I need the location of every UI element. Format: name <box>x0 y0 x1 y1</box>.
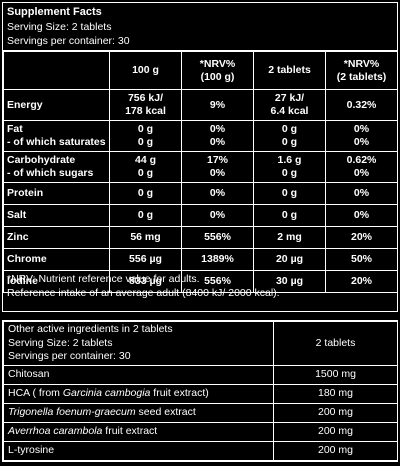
cell-nrv-100g: 9% <box>181 89 254 121</box>
header-empty <box>3 51 110 90</box>
supplement-facts-header: Supplement Facts Serving Size: 2 tablets… <box>3 3 397 51</box>
table-header-row: 100 g *NRV% (100 g) 2 tablets *NRV% (2 tab… <box>3 51 398 90</box>
cell-100g: 756 kJ/178 kcal <box>109 89 182 121</box>
table-row: Zinc 56 mg 556% 2 mg 20% <box>3 226 398 249</box>
table-row: Iodine 833 µg 556% 30 µg 20% <box>3 270 398 293</box>
row-label: Fat - of which saturates <box>3 120 110 152</box>
ingredient-amount: 1500 mg <box>273 365 398 385</box>
row-label: Carbohydrate - of which sugars <box>3 151 110 183</box>
header-100g: 100 g <box>109 51 182 90</box>
cell-nrv-100g: 17% 0% <box>181 151 254 183</box>
cell-2-tablets: 0 g <box>253 182 326 205</box>
ingredient-row: L-tyrosine 200 mg <box>3 441 398 461</box>
nutrition-table: 100 g *NRV% (100 g) 2 tablets *NRV% (2 tab… <box>3 51 398 293</box>
cell-nrv-100g: 0% <box>181 182 254 205</box>
cell-nrv-2-tablets: 0% 0% <box>325 120 398 152</box>
header-2-tablets: 2 tablets <box>253 51 326 90</box>
cell-nrv-2-tablets: 0.32% <box>325 89 398 121</box>
ingredient-name: Averrhoa carambola fruit extract <box>3 422 274 442</box>
ingredient-row: Averrhoa carambola fruit extract 200 mg <box>3 422 398 442</box>
row-label: Salt <box>3 204 110 227</box>
ingredient-row: Chitosan 1500 mg <box>3 365 398 385</box>
cell-nrv-2-tablets: 0% <box>325 182 398 205</box>
cell-2-tablets: 27 kJ/6.4 kcal <box>253 89 326 121</box>
cell-100g: 0 g <box>109 182 182 205</box>
other-ingredients-panel: Other active ingredients in 2 tablets Se… <box>2 320 398 462</box>
ingredient-name: L-tyrosine <box>3 441 274 461</box>
cell-nrv-2-tablets: 20% <box>325 226 398 249</box>
header-nrv-100g: *NRV% (100 g) <box>181 51 254 90</box>
cell-nrv-2-tablets: 50% <box>325 248 398 271</box>
other-serving-size: Serving Size: 2 tablets <box>8 336 113 349</box>
cell-100g: 56 mg <box>109 226 182 249</box>
table-row: Salt 0 g 0% 0 g 0% <box>3 204 398 227</box>
cell-nrv-100g: 0% <box>181 204 254 227</box>
other-header-text: Other active ingredients in 2 tablets Se… <box>3 321 274 366</box>
other-heading: Other active ingredients in 2 tablets <box>8 323 173 336</box>
row-label: Iodine <box>3 270 110 293</box>
cell-nrv-2-tablets: 20% <box>325 270 398 293</box>
ingredient-name: HCA ( from Garcinia cambogia fruit extra… <box>3 384 274 404</box>
cell-nrv-100g: 0% 0% <box>181 120 254 152</box>
serving-size: Serving Size: 2 tablets <box>7 20 112 33</box>
other-header-row: Other active ingredients in 2 tablets Se… <box>3 321 398 366</box>
ingredient-amount: 200 mg <box>273 422 398 442</box>
ingredient-amount: 200 mg <box>273 441 398 461</box>
row-label: Energy <box>3 89 110 121</box>
other-col-head: 2 tablets <box>273 321 398 366</box>
panel-title: Supplement Facts <box>7 6 102 18</box>
cell-2-tablets: 0 g <box>253 204 326 227</box>
cell-nrv-100g: 556% <box>181 226 254 249</box>
servings-per-container: Servings per container: 30 <box>7 35 130 47</box>
ingredient-name: Chitosan <box>3 365 274 385</box>
table-row: Protein 0 g 0% 0 g 0% <box>3 182 398 205</box>
cell-100g: 833 µg <box>109 270 182 293</box>
ingredient-name: Trigonella foenum-graecum seed extract <box>3 403 274 423</box>
cell-100g: 0 g <box>109 204 182 227</box>
row-label: Protein <box>3 182 110 205</box>
cell-nrv-2-tablets: 0.62% 0% <box>325 151 398 183</box>
header-nrv-2-tablets: *NRV% (2 tablets) <box>325 51 398 90</box>
reference-note: Reference intake of an average adult (84… <box>7 287 280 299</box>
ingredient-row: HCA ( from Garcinia cambogia fruit extra… <box>3 384 398 404</box>
supplement-facts-panel: Supplement Facts Serving Size: 2 tablets… <box>2 2 398 312</box>
cell-nrv-100g: 556% <box>181 270 254 293</box>
ingredient-amount: 180 mg <box>273 384 398 404</box>
other-servings-per-container: Servings per container: 30 <box>8 350 131 363</box>
table-row: Chrome 556 µg 1389% 20 µg 50% <box>3 248 398 271</box>
nrv-note: *NRV: Nutrient reference value for adult… <box>7 273 200 285</box>
other-ingredients-table: Other active ingredients in 2 tablets Se… <box>3 321 398 461</box>
ingredient-row: Trigonella foenum-graecum seed extract 2… <box>3 403 398 423</box>
cell-2-tablets: 2 mg <box>253 226 326 249</box>
row-label: Zinc <box>3 226 110 249</box>
cell-nrv-2-tablets: 0% <box>325 204 398 227</box>
footnotes: *NRV: Nutrient reference value for adult… <box>3 267 397 311</box>
table-row: Energy 756 kJ/178 kcal 9% 27 kJ/6.4 kcal… <box>3 89 398 121</box>
ingredient-amount: 200 mg <box>273 403 398 423</box>
